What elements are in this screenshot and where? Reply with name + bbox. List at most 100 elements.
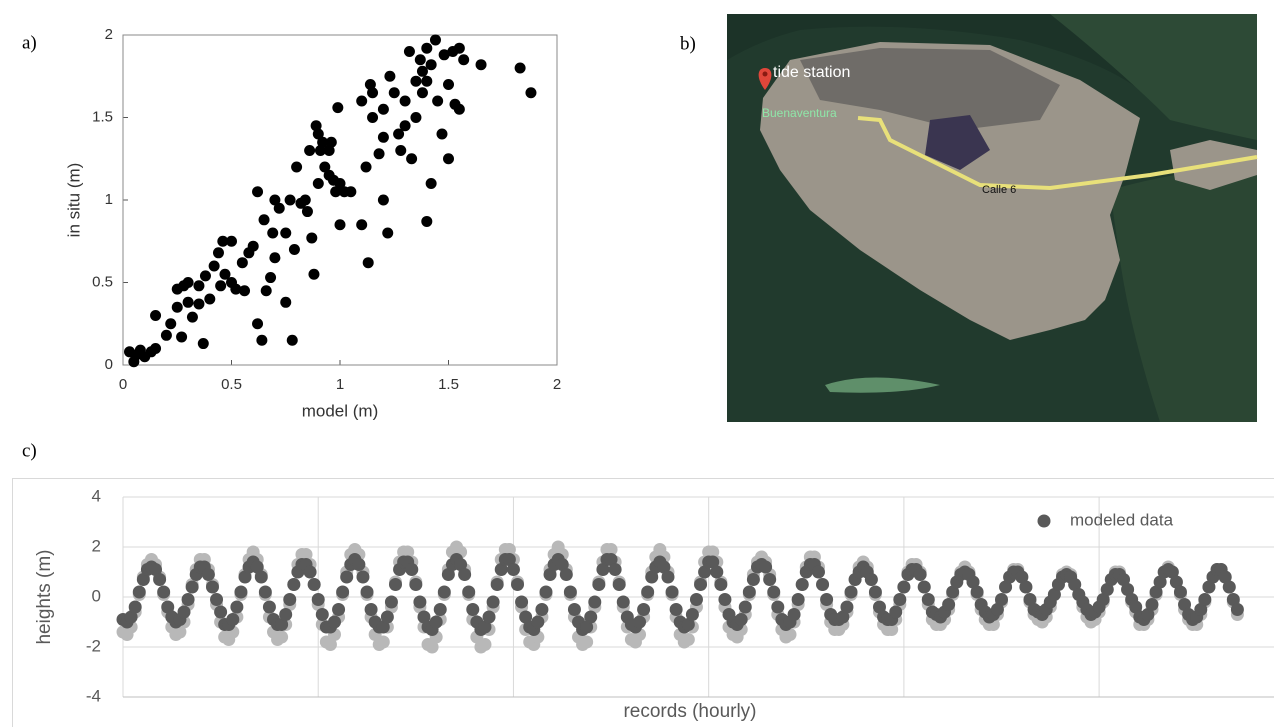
data-point [816,578,830,591]
data-point [995,593,1009,606]
data-point [160,329,172,341]
data-point [157,585,171,599]
data-point [267,227,279,239]
data-point [312,178,324,189]
data-point [1015,570,1029,584]
data-point [604,543,618,556]
data-point [182,296,194,308]
data-point [436,128,448,140]
data-point [288,244,300,255]
data-point [413,595,427,609]
data-point [478,638,492,651]
data-point [356,219,368,231]
y-tick-label: 4 [92,486,101,505]
data-point [199,270,211,282]
data-point [323,638,337,651]
x-tick-label: 1 [336,376,344,393]
data-point [425,640,439,654]
x-tick-label: 0.5 [221,376,242,393]
data-point [254,570,268,584]
data-point [580,620,594,634]
data-point [330,186,342,198]
data-point [230,600,244,614]
data-point [795,578,809,591]
data-point [124,610,138,624]
y-tick-label: 0 [105,356,113,373]
data-point [247,240,259,252]
data-point [410,112,422,123]
y-tick-label: 1 [105,191,113,208]
data-point [429,615,443,629]
data-point [657,560,671,574]
data-point [710,565,724,579]
data-point [1194,603,1208,616]
data-point [416,65,428,77]
data-point [608,563,622,576]
data-point [384,70,396,82]
y-tick-label: -4 [86,686,101,705]
data-point [1202,580,1216,594]
data-point [563,585,577,599]
data-point [543,568,557,581]
data-point [215,280,227,292]
data-point [409,578,423,591]
plot-frame [122,34,558,366]
data-point [694,578,708,591]
data-point [970,585,984,599]
map-pin-dot [762,71,768,77]
data-point [759,560,773,574]
data-point [177,605,191,619]
data-point [193,280,205,292]
data-point [197,338,209,350]
data-point [161,600,175,614]
data-point [301,206,313,218]
data-point [893,593,907,606]
data-point [539,585,553,599]
data-point [185,580,199,594]
y-axis-label: heights (m) [34,549,55,644]
data-point [262,600,276,614]
data-point [502,543,516,556]
data-point [377,194,389,206]
legend-label: modeled data [1070,510,1174,529]
data-point [811,565,825,579]
data-point [946,585,960,599]
data-point [453,42,465,54]
data-point [393,128,405,140]
data-point [616,595,630,609]
data-point [388,578,402,591]
data-point [734,613,748,626]
data-point [149,563,163,576]
data-point [395,145,407,156]
data-point [376,620,390,634]
data-point [511,578,525,591]
data-point [767,585,781,599]
data-point [1173,585,1187,599]
data-point [681,618,695,631]
map-pin[interactable] [758,68,772,90]
map-road [857,116,1258,191]
data-point [367,87,379,99]
data-point [438,49,450,61]
data-point [230,283,242,295]
data-point [1019,580,1033,594]
data-point [441,568,455,581]
data-point [150,343,162,354]
data-point [312,128,324,140]
data-point [637,603,651,616]
data-point [990,603,1004,616]
data-point [284,194,296,206]
data-point [417,610,431,624]
data-point [771,600,785,614]
data-point [1129,600,1143,614]
y-axis-label: in situ (m) [64,163,83,238]
data-point [367,112,379,123]
data-point [269,194,281,206]
panel-label: b) [680,33,696,54]
data-point [205,580,219,594]
data-point [226,235,237,247]
data-point [820,593,834,606]
data-point [291,161,303,173]
map-label: Buenaventura [762,106,837,120]
data-point [514,62,526,74]
